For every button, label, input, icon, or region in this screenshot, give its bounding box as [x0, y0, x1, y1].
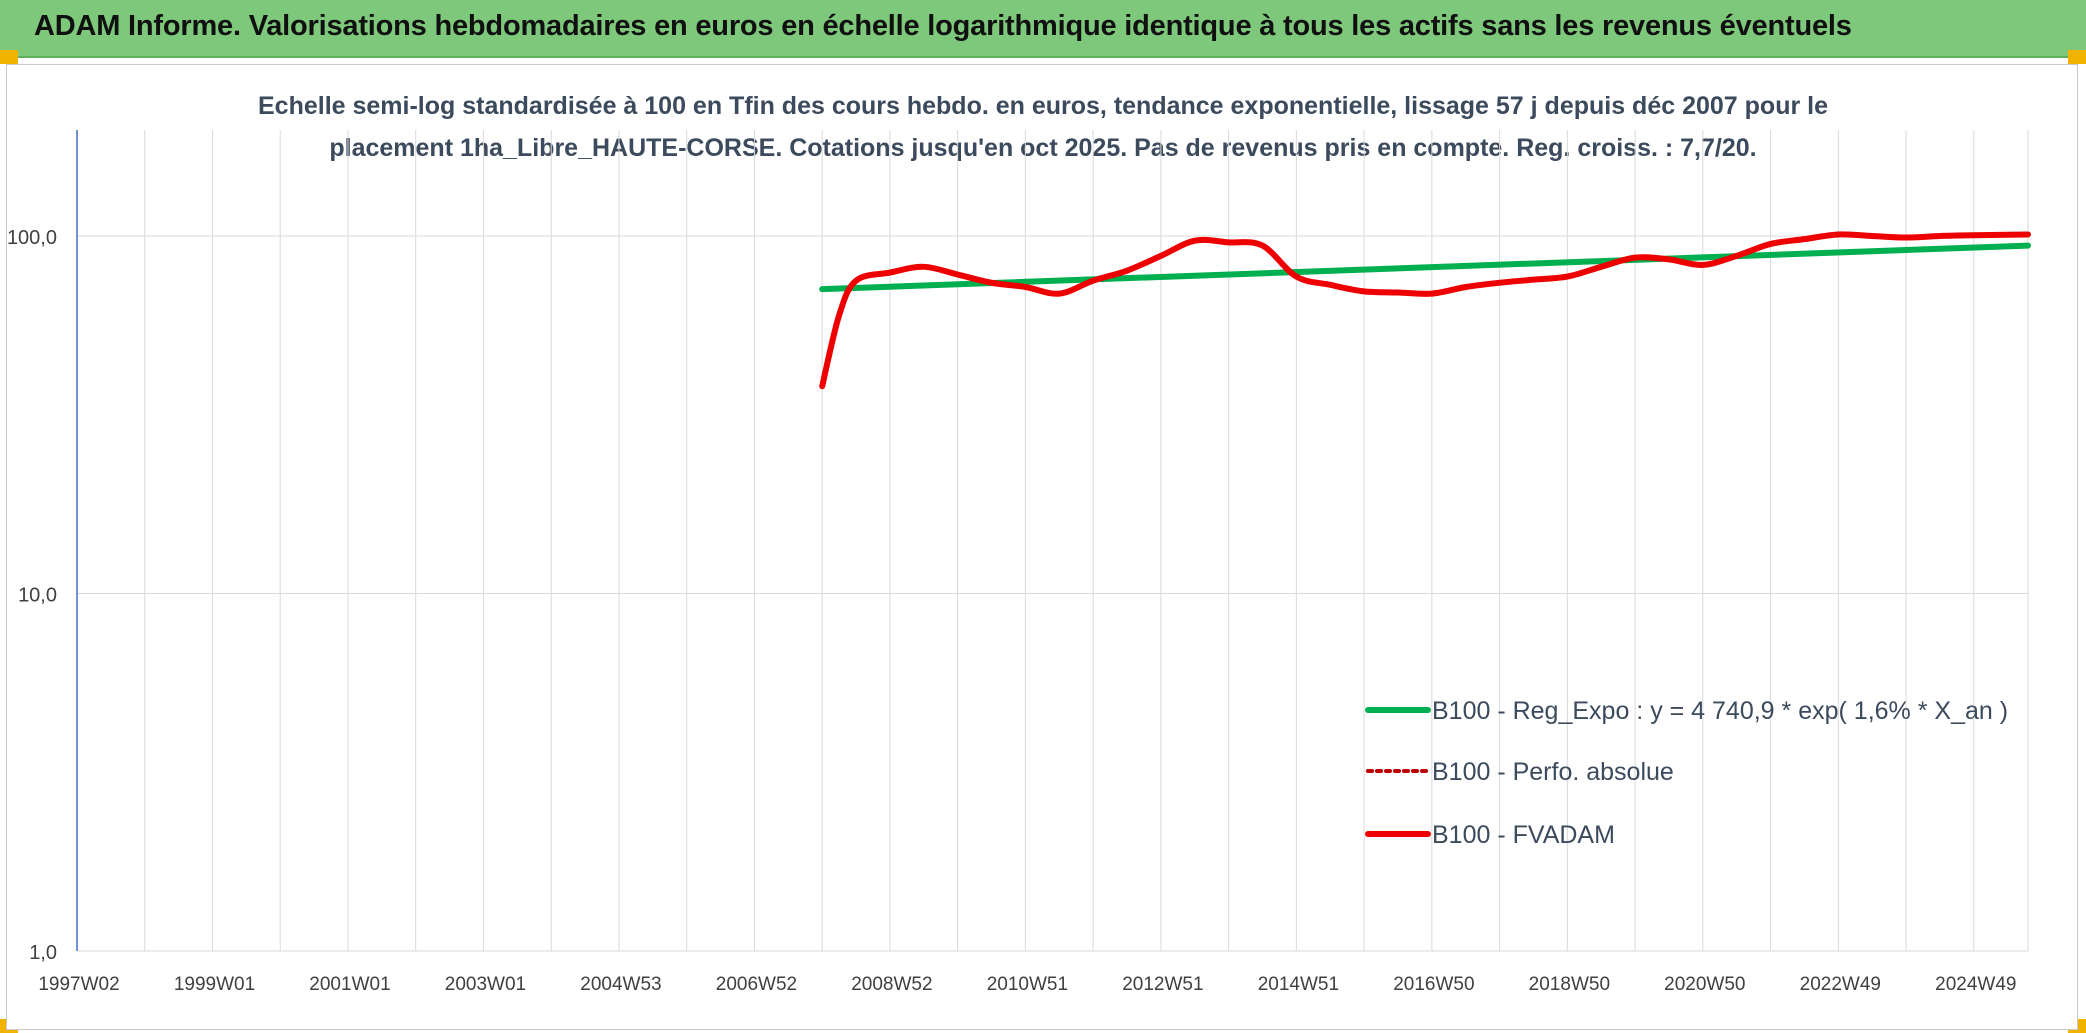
x-tick-label: 2001W01: [309, 974, 390, 995]
corner-marker-top-left: [0, 50, 18, 64]
chart-frame: [6, 64, 2078, 1030]
report-title: ADAM Informe. Valorisations hebdomadaire…: [34, 10, 1852, 42]
corner-marker-top-right: [2068, 50, 2086, 64]
chart-title-line-2: placement 1ha_Libre_HAUTE-CORSE. Cotatio…: [329, 134, 1757, 162]
legend-label: B100 - Reg_Expo : y = 4 740,9 * exp( 1,6…: [1432, 697, 2008, 725]
x-tick-label: 2010W51: [987, 974, 1068, 995]
x-tick-label: 2020W50: [1664, 974, 1745, 995]
legend-label: B100 - FVADAM: [1432, 821, 1615, 849]
x-tick-label: 1997W02: [38, 974, 119, 995]
x-tick-label: 2018W50: [1529, 974, 1610, 995]
x-tick-label: 1999W01: [174, 974, 255, 995]
x-tick-label: 2006W52: [716, 974, 797, 995]
fvadam-line: [819, 231, 2031, 390]
x-tick-label: 2012W51: [1122, 974, 1203, 995]
regression-line: [819, 242, 2031, 293]
x-tick-label: 2003W01: [445, 974, 526, 995]
x-tick-label: 2008W52: [851, 974, 932, 995]
y-tick-label: 100,0: [7, 227, 57, 249]
y-tick-label: 1,0: [29, 942, 57, 964]
x-tick-label: 2024W49: [1935, 974, 2016, 995]
legend-label: B100 - Perfo. absolue: [1432, 758, 1674, 786]
x-tick-label: 2016W50: [1393, 974, 1474, 995]
x-tick-label: 2022W49: [1800, 974, 1881, 995]
x-tick-label: 2014W51: [1258, 974, 1339, 995]
chart-title-line-1: Echelle semi-log standardisée à 100 en T…: [258, 92, 1828, 120]
x-tick-label: 2004W53: [580, 974, 661, 995]
y-tick-label: 10,0: [18, 585, 57, 607]
header-banner: ADAM Informe. Valorisations hebdomadaire…: [0, 0, 2086, 58]
